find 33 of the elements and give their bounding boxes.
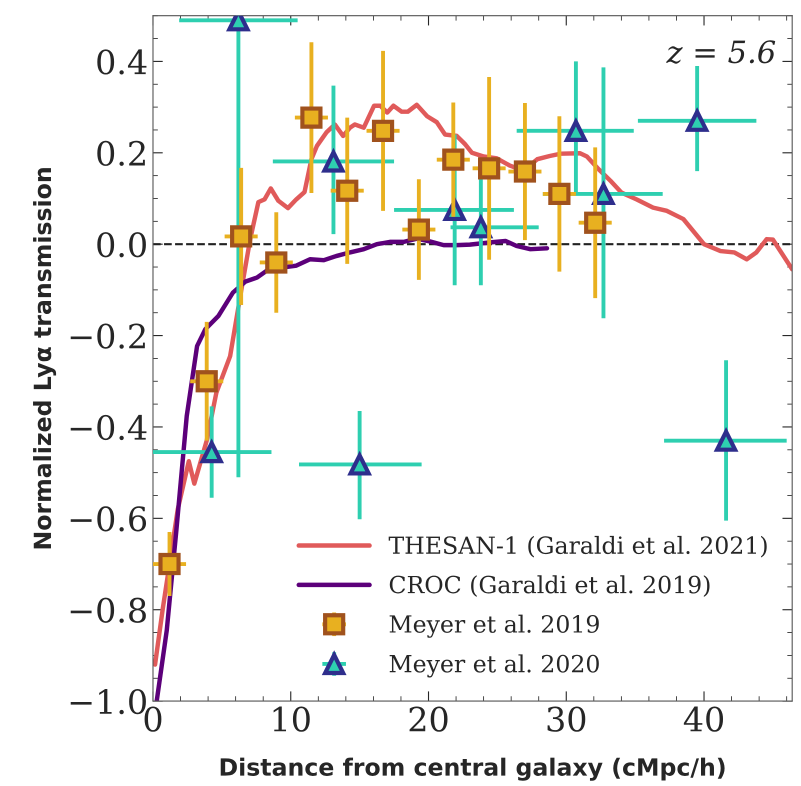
y-tick-label: 0.0 bbox=[97, 232, 146, 258]
point bbox=[514, 160, 536, 183]
x-tick-label: 0 bbox=[144, 706, 162, 732]
x-axis-title: Distance from central galaxy (cMpc/h) bbox=[220, 758, 725, 781]
point bbox=[158, 552, 181, 576]
point bbox=[584, 212, 606, 234]
point bbox=[196, 370, 218, 392]
x-tick-label: 30 bbox=[548, 706, 586, 732]
y-tick-label: 0.2 bbox=[97, 140, 145, 166]
y-tick-label: −1.0 bbox=[70, 689, 146, 714]
y-tick-label: 0.4 bbox=[97, 49, 146, 75]
y-tick-label: −0.8 bbox=[70, 598, 146, 623]
point bbox=[442, 148, 464, 171]
x-tick-label: 10 bbox=[274, 706, 310, 732]
point bbox=[336, 180, 358, 202]
point bbox=[548, 182, 570, 206]
y-tick-label: −0.4 bbox=[70, 414, 146, 440]
annotation: z = 5.6 bbox=[666, 40, 776, 64]
x-tick-label: 20 bbox=[410, 706, 448, 732]
point bbox=[265, 251, 288, 274]
y-axis-title: Normalized Lyα transmission bbox=[33, 168, 56, 548]
x-tick-label: 40 bbox=[684, 706, 724, 732]
y-tick-label: −0.2 bbox=[70, 323, 145, 349]
legend-label: THESAN-1 (Garaldi et al. 2021) bbox=[388, 536, 767, 558]
y-tick-label: −0.6 bbox=[70, 506, 146, 532]
point bbox=[230, 225, 252, 248]
point bbox=[408, 218, 430, 241]
point bbox=[372, 120, 394, 142]
legend-label: Meyer et al. 2020 bbox=[390, 654, 599, 678]
point bbox=[478, 157, 500, 180]
point bbox=[300, 106, 323, 129]
legend-label: CROC (Garaldi et al. 2019) bbox=[390, 575, 710, 597]
legend-label: Meyer et al. 2019 bbox=[390, 614, 599, 638]
